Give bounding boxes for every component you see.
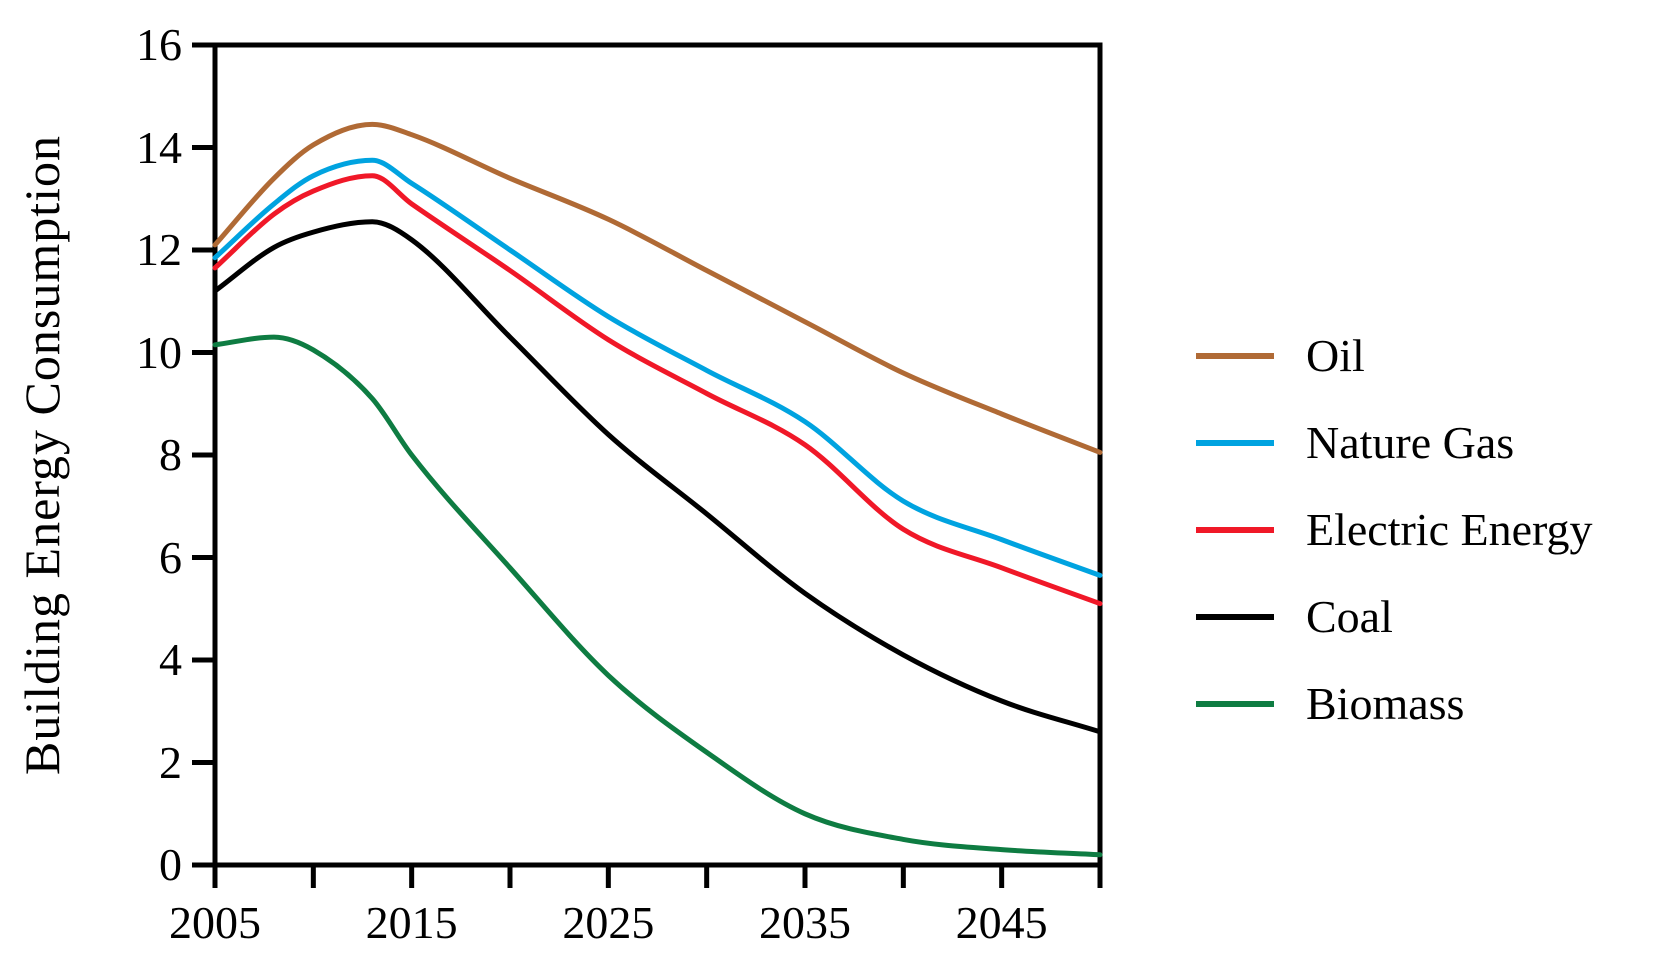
curve-nature-gas — [212, 157, 1103, 578]
legend-swatch — [1196, 352, 1274, 359]
y-tick-label: 6 — [159, 531, 182, 583]
legend-swatch — [1196, 700, 1274, 707]
legend-item-biomass: Biomass — [1196, 660, 1593, 747]
legend: Oil Nature Gas Electric Energy Coal Biomass — [1196, 312, 1593, 747]
x-tick-label: 2005 — [169, 897, 261, 948]
legend-label: Coal — [1306, 591, 1393, 642]
x-tick-label: 2015 — [365, 897, 458, 948]
legend-item-oil: Oil — [1196, 312, 1593, 399]
x-tick-label: 2035 — [759, 897, 851, 948]
legend-item-coal: Coal — [1196, 573, 1593, 660]
y-tick-label: 8 — [159, 429, 182, 480]
curve-biomass — [212, 334, 1103, 858]
y-tick-label: 0 — [159, 839, 182, 890]
legend-swatch — [1196, 439, 1274, 446]
y-tick-label: 16 — [136, 19, 182, 70]
curve-oil — [212, 121, 1103, 455]
legend-label: Biomass — [1306, 678, 1465, 729]
y-tick-label: 4 — [159, 634, 182, 685]
curve-coal — [212, 219, 1103, 735]
y-tick-label: 12 — [136, 224, 182, 275]
x-tick-label: 2045 — [955, 897, 1048, 948]
legend-label: Oil — [1306, 330, 1365, 381]
legend-item-nature-gas: Nature Gas — [1196, 399, 1593, 486]
x-tick-label: 2025 — [562, 897, 655, 948]
curve-electric-energy — [212, 173, 1103, 607]
y-axis-title-text: Building Energy Consumption — [14, 135, 70, 775]
y-tick-label: 2 — [159, 736, 182, 788]
legend-label: Electric Energy — [1306, 504, 1593, 555]
legend-swatch — [1196, 526, 1274, 533]
legend-swatch — [1196, 613, 1274, 620]
legend-label: Nature Gas — [1306, 417, 1515, 468]
legend-item-electric-energy: Electric Energy — [1196, 486, 1593, 573]
axis-frame — [212, 42, 1103, 868]
y-tick-label: 14 — [136, 121, 182, 173]
y-tick-label: 10 — [136, 326, 182, 378]
